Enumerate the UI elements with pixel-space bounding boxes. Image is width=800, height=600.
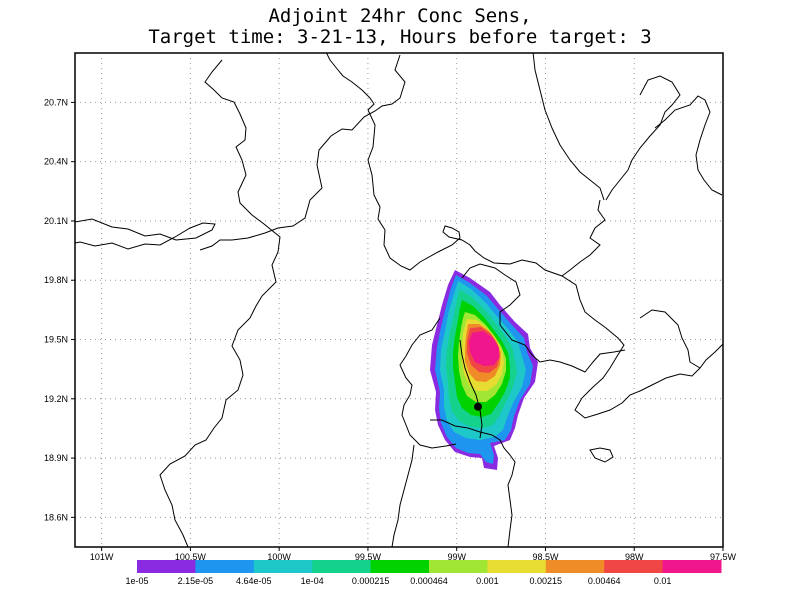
target-location-marker: [474, 402, 483, 411]
lon-tick-label: 99W: [447, 552, 466, 562]
boundary-line: [561, 199, 606, 277]
lat-tick-label: 20.4N: [44, 157, 68, 167]
colorbar-label: 0.00215: [530, 576, 563, 586]
colorbar-swatch: [195, 560, 255, 573]
boundary-line: [654, 95, 723, 196]
latitude-axis: 20.7N 20.4N 20.1N 19.8N 19.5N 19.2N 18.9N 18.6N: [44, 97, 75, 522]
lat-tick-label: 20.7N: [44, 97, 68, 107]
colorbar-label: 0.00464: [588, 576, 621, 586]
lon-tick-label: 97.5W: [710, 552, 737, 562]
colorbar-label: 0.01: [654, 576, 672, 586]
colorbar-label: 1e-04: [301, 576, 324, 586]
colorbar-swatch: [604, 560, 664, 573]
chart-title-line2: Target time: 3-21-13, Hours before targe…: [148, 26, 651, 48]
colorbar: 1e-05 2.15e-05 4.64e-05 1e-04 0.000215 0.0004…: [125, 560, 722, 586]
boundary-line: [639, 309, 701, 369]
lat-tick-label: 18.9N: [44, 453, 68, 463]
colorbar-label: 2.15e-05: [178, 576, 214, 586]
lon-tick-label: 98W: [625, 552, 644, 562]
lon-tick-label: 98.5W: [532, 552, 559, 562]
chart-title-line1: Adjoint 24hr Conc Sens,: [268, 5, 531, 27]
colorbar-swatch: [662, 560, 722, 573]
lat-tick-label: 20.1N: [44, 216, 68, 226]
colorbar-swatch: [545, 560, 605, 573]
colorbar-label: 1e-05: [125, 576, 148, 586]
colorbar-label: 0.000464: [410, 576, 448, 586]
boundary-line: [589, 447, 614, 463]
map-background: [75, 53, 723, 547]
colorbar-swatch: [487, 560, 547, 573]
colorbar-label: 0.001: [476, 576, 499, 586]
boundary-line: [532, 53, 605, 201]
colorbar-label: 4.64e-05: [236, 576, 272, 586]
colorbar-swatch: [253, 560, 313, 573]
colorbar-label: 0.000215: [352, 576, 390, 586]
lon-tick-label: 100W: [267, 552, 291, 562]
map-gridlines: [75, 53, 724, 547]
lat-tick-label: 19.2N: [44, 394, 68, 404]
boundary-line: [75, 218, 216, 250]
colorbar-swatch: [137, 560, 196, 573]
map-plot-area: 20.7N 20.4N 20.1N 19.8N 19.5N 19.2N 18.9N 18.6N…: [44, 52, 737, 562]
lon-tick-label: 99.5W: [355, 552, 382, 562]
lat-tick-label: 19.5N: [44, 335, 68, 345]
boundary-line: [399, 317, 457, 449]
boundary-line: [430, 419, 516, 547]
boundary-line: [199, 54, 406, 251]
colorbar-swatch: [312, 560, 372, 573]
sensitivity-contours: [430, 270, 538, 470]
boundary-line: [461, 263, 626, 373]
boundary-line: [159, 59, 281, 547]
boundary-line: [391, 444, 415, 547]
boundary-line: [459, 339, 483, 439]
colorbar-swatch: [370, 560, 430, 573]
longitude-axis: 101W 100.5W 100W 99.5W 99W 98.5W 98W 97.5W: [90, 547, 737, 562]
lat-tick-label: 19.8N: [44, 275, 68, 285]
map-frame: [74, 52, 724, 548]
lat-tick-label: 18.6N: [44, 512, 68, 522]
contour-level-0.01: [469, 331, 499, 366]
state-boundaries: [75, 53, 723, 547]
lon-tick-label: 101W: [90, 552, 114, 562]
colorbar-swatch: [429, 560, 488, 573]
boundary-line: [325, 53, 723, 419]
lon-tick-label: 100.5W: [175, 552, 207, 562]
boundary-line: [605, 75, 681, 201]
